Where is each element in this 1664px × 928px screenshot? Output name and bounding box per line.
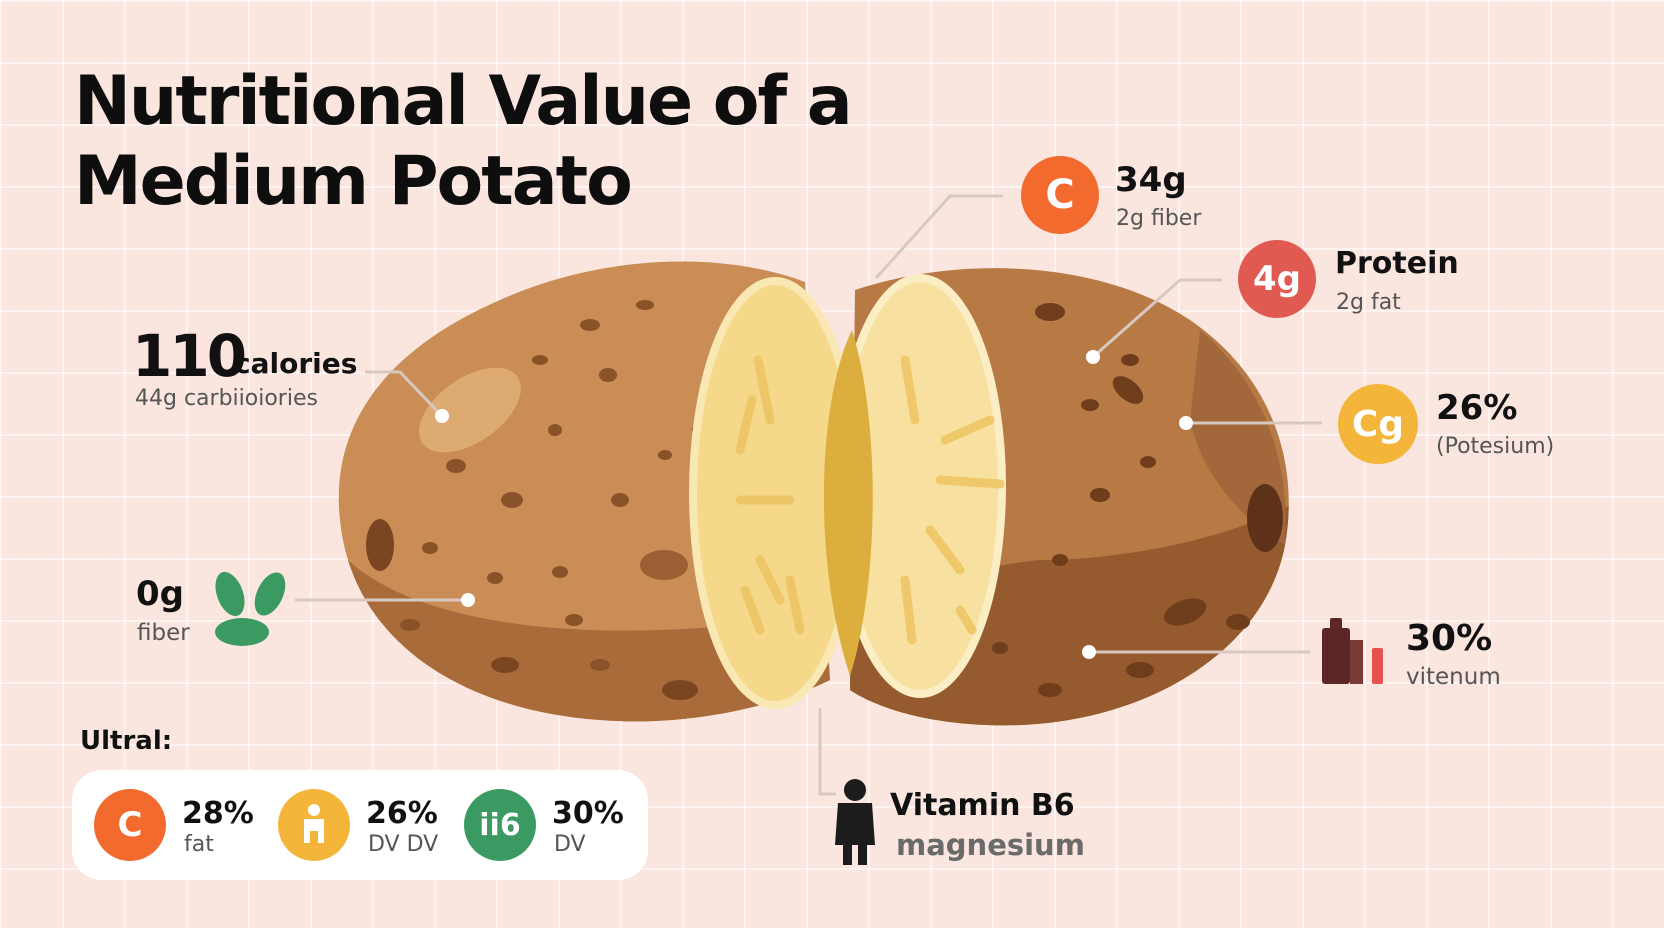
title-line-1: Nutritional Value of a [74, 62, 853, 141]
panel-label-1: fat [184, 832, 214, 857]
panel-value-3: 30% [552, 796, 624, 831]
summary-panel: C 28% fat 26% DV DV ii6 30% DV [72, 770, 648, 880]
calories-value: 110 [132, 322, 247, 390]
panel-label-2: DV DV [368, 832, 439, 857]
fiber-sub: fiber [137, 620, 190, 646]
calories-sub: 44g carbiioiories [135, 386, 318, 411]
leaf-icon [215, 571, 286, 646]
panel-value-1: 28% [182, 796, 254, 831]
panel-value-2: 26% [366, 796, 438, 831]
potassium-badge: Cg [1338, 384, 1418, 464]
title-line-2: Medium Potato [74, 142, 633, 221]
carbs-badge: C [1021, 156, 1099, 234]
potassium-value: 26% [1436, 388, 1518, 428]
potassium-sub: (Potesium) [1436, 434, 1555, 459]
panel-badge-c: C [94, 789, 166, 861]
calories-unit: calories [234, 347, 358, 380]
panel-badge-person [278, 789, 350, 861]
protein-value: Protein [1335, 246, 1459, 281]
person-icon [835, 779, 875, 865]
fiber-value: 0g [136, 574, 184, 614]
vitamin-sub: vitenum [1406, 664, 1501, 690]
vitamin-value: 30% [1406, 618, 1493, 659]
b6-value: Vitamin B6 [890, 788, 1075, 823]
page-title: Nutritional Value of a Medium Potato [74, 62, 853, 222]
carbs-sub: 2g fiber [1116, 206, 1202, 231]
protein-sub: 2g fat [1336, 290, 1401, 315]
callout-lines [295, 194, 1322, 796]
bar-chart-icon [1322, 618, 1383, 684]
carbs-value: 34g [1115, 160, 1187, 200]
person-icon [304, 804, 324, 843]
b6-sub: magnesium [896, 828, 1085, 862]
panel-badge-b6: ii6 [464, 789, 536, 861]
panel-label-3: DV [554, 832, 586, 857]
potato-flesh [689, 274, 1006, 709]
panel-heading: Ultral: [80, 726, 173, 756]
protein-badge: 4g [1238, 240, 1316, 318]
